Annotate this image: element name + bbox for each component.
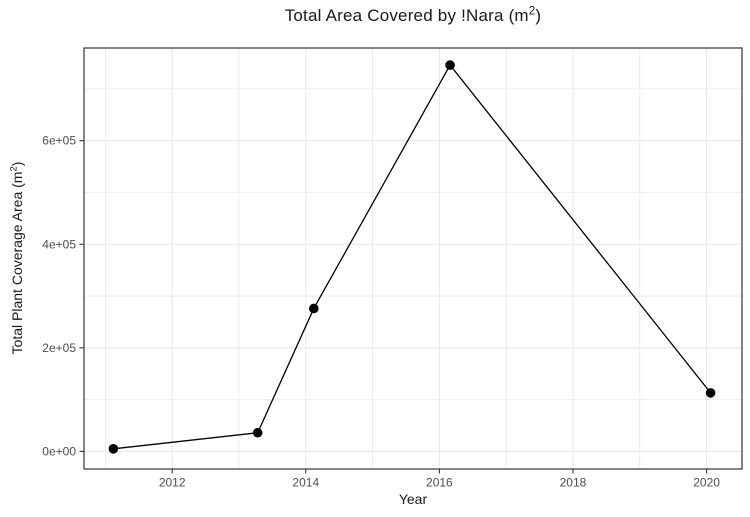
y-tick-label: 4e+05 — [42, 237, 76, 251]
data-point — [252, 427, 263, 438]
x-tick-label: 2012 — [159, 476, 186, 490]
x-axis-title: Year — [398, 491, 428, 507]
data-point — [705, 388, 716, 398]
x-tick-label: 2018 — [560, 476, 587, 490]
panel-border — [83, 47, 743, 470]
data-point — [445, 60, 455, 70]
chart-title-suffix: ) — [535, 6, 542, 25]
y-tick-label: 0e+00 — [42, 444, 76, 458]
chart-title-superscript: 2 — [528, 5, 536, 18]
x-tick-label: 2016 — [426, 476, 453, 490]
y-tick-label: 6e+05 — [42, 134, 76, 148]
chart-title: Total Area Covered by !Nara (m2) — [84, 6, 742, 26]
y-tick-label: 2e+05 — [42, 341, 76, 355]
x-tick-label: 2014 — [292, 476, 319, 490]
panel-background — [84, 48, 742, 469]
x-tick-label: 2020 — [693, 476, 720, 490]
chart-title-text: Total Area Covered by !Nara (m — [284, 6, 529, 25]
data-point — [308, 303, 319, 314]
data-point — [108, 444, 119, 454]
